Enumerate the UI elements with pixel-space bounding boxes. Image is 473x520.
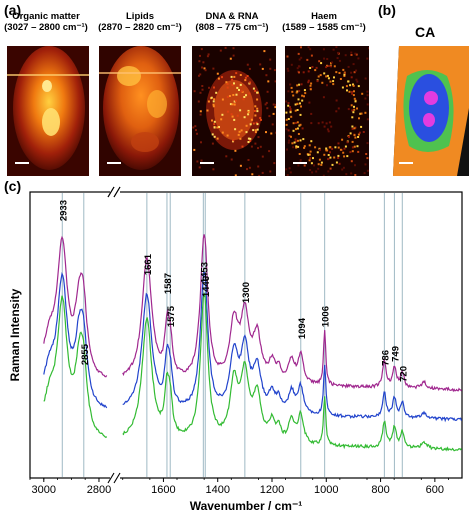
axis-break: [107, 186, 121, 484]
image-range-text: (3027 – 2800 cm⁻¹): [4, 22, 88, 33]
plot-frame: [29, 191, 463, 479]
spectrum-line: [43, 295, 108, 439]
peak-label: 1661: [143, 253, 154, 275]
x-tick-label: 800: [371, 484, 389, 496]
peak-label: 2855: [80, 343, 91, 365]
x-tick-label: 1600: [151, 484, 175, 496]
image-title-text: Haem: [311, 11, 337, 22]
image-range-text: (1589 – 1585 cm⁻¹): [282, 22, 366, 33]
spectrum-line: [122, 234, 462, 393]
panel-a-label: (a): [4, 2, 22, 18]
peak-label: 720: [398, 366, 409, 382]
x-axis-label: Wavenumber / cm⁻¹: [190, 499, 303, 513]
x-tick-label: 2800: [87, 484, 111, 496]
raman-image-dna-rna: [192, 46, 276, 176]
x-tick-label: 1000: [314, 484, 338, 496]
peak-label: 1094: [297, 317, 308, 339]
x-tick-label: 600: [426, 484, 444, 496]
cluster-analysis-title: CA: [415, 24, 436, 40]
peak-label: 1300: [241, 282, 252, 303]
spectrum-series: [43, 271, 463, 423]
spectrum-line: [43, 271, 108, 409]
image-title-haem: Haem (1589 – 1585 cm⁻¹): [282, 11, 366, 33]
scale-bar: [107, 162, 121, 164]
peak-label: 786: [380, 350, 391, 366]
x-tick-label: 3000: [32, 484, 56, 496]
peak-label: 749: [390, 346, 401, 362]
image-title-organic-matter: Organic matter (3027 – 2800 cm⁻¹): [4, 11, 88, 33]
image-range-text: (2870 – 2820 cm⁻¹): [98, 22, 182, 33]
peak-label: 1575: [166, 305, 177, 327]
cluster-analysis-image: [387, 46, 469, 176]
panel-b-label: (b): [378, 2, 396, 18]
peak-label: 2933: [58, 200, 69, 221]
panel-c-label: (c): [4, 178, 22, 194]
scale-bar: [399, 162, 413, 164]
peak-label: 1446: [201, 276, 212, 297]
image-title-dna-rna: DNA & RNA (808 – 775 cm⁻¹): [190, 11, 274, 33]
raman-image-haem: [285, 46, 369, 176]
peak-label: 1006: [321, 306, 332, 327]
image-range-text: (808 – 775 cm⁻¹): [195, 22, 269, 33]
image-title-text: Lipids: [126, 11, 154, 22]
scale-bar: [293, 162, 307, 164]
scale-bar: [200, 162, 214, 164]
image-title-text: DNA & RNA: [205, 11, 259, 22]
spectrum-line: [43, 235, 108, 378]
raman-image-lipids: [99, 46, 181, 176]
raman-image-organic-matter: [7, 46, 89, 176]
peak-label: 1587: [163, 273, 174, 294]
x-tick-label: 1200: [260, 484, 284, 496]
spectrum-line: [122, 271, 463, 423]
x-tick-label: 1400: [205, 484, 229, 496]
y-axis-label: Raman Intensity: [8, 288, 22, 381]
image-title-text: Organic matter: [12, 11, 80, 22]
peak-label: 1453: [199, 262, 210, 283]
spectrum-series: [43, 291, 462, 452]
image-title-lipids: Lipids (2870 – 2820 cm⁻¹): [98, 11, 182, 33]
spectrum-series: [43, 234, 462, 393]
scale-bar: [15, 162, 29, 164]
spectrum-line: [122, 291, 462, 452]
